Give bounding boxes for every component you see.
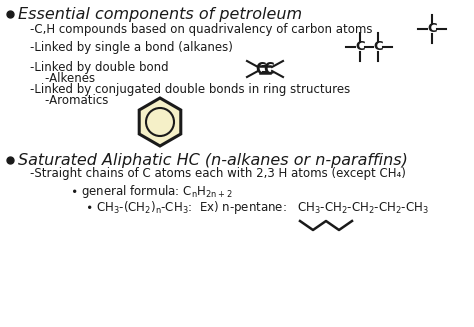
Text: -Linked by double bond: -Linked by double bond (30, 60, 169, 74)
Text: $\bullet$ general formula: $\mathregular{C_nH_{2n+2}}$: $\bullet$ general formula: $\mathregular… (70, 183, 233, 200)
Text: Essential components of petroleum: Essential components of petroleum (18, 7, 302, 22)
Text: $\bullet$ $\mathregular{CH_3}$-$\mathregular{(CH_2)_n}$-$\mathregular{CH_3}$:  E: $\bullet$ $\mathregular{CH_3}$-$\mathreg… (85, 198, 429, 215)
Text: C: C (427, 23, 437, 36)
Text: -Linked by single a bond (alkanes): -Linked by single a bond (alkanes) (30, 41, 233, 54)
Polygon shape (139, 98, 181, 146)
Text: C: C (355, 41, 365, 54)
Text: C: C (255, 61, 266, 77)
Text: C: C (264, 61, 274, 77)
Text: Saturated Aliphatic HC (n-alkanes or n-paraffins): Saturated Aliphatic HC (n-alkanes or n-p… (18, 152, 408, 167)
Text: -Straight chains of C atoms each with 2,3 H atoms (except CH₄): -Straight chains of C atoms each with 2,… (30, 167, 406, 181)
Text: -C,H compounds based on quadrivalency of carbon atoms: -C,H compounds based on quadrivalency of… (30, 23, 373, 36)
Text: -Aromatics: -Aromatics (30, 94, 109, 107)
Text: C: C (373, 41, 383, 54)
Text: -Linked by conjugated double bonds in ring structures: -Linked by conjugated double bonds in ri… (30, 82, 350, 95)
Circle shape (146, 108, 174, 136)
Text: -Alkenes: -Alkenes (30, 72, 95, 84)
